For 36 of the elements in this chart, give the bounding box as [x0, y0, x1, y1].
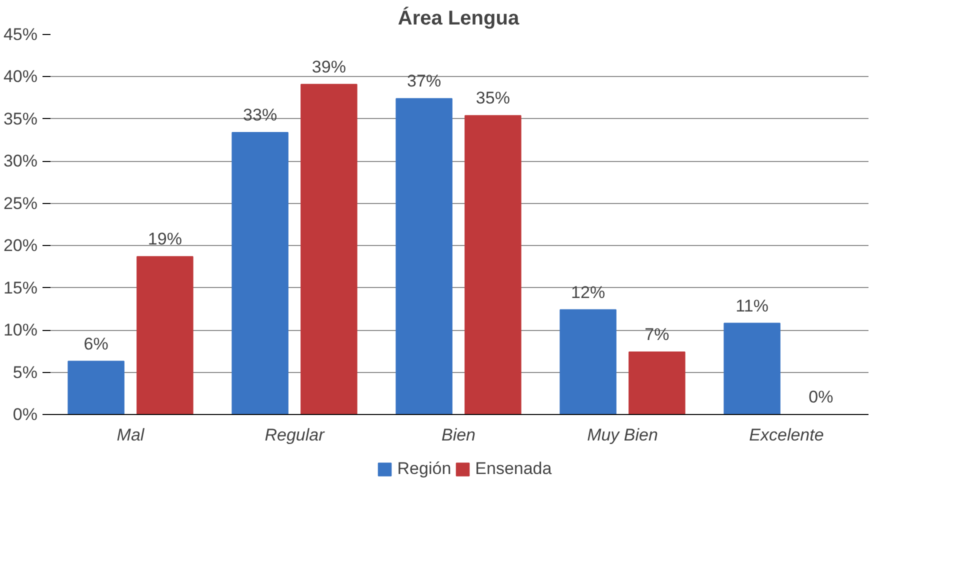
x-tick-label: Regular: [264, 426, 326, 444]
x-tick-label: Excelente: [749, 426, 824, 444]
bar: [68, 360, 124, 414]
bar: [464, 115, 522, 414]
bar: [136, 256, 194, 414]
data-label: 7%: [644, 325, 670, 344]
x-tick-label: Muy Bien: [587, 426, 658, 444]
y-tick-label: 35%: [3, 109, 38, 128]
chart-title: Área Lengua: [398, 6, 520, 30]
bar: [560, 309, 616, 414]
x-tick-label: Mal: [116, 426, 146, 444]
bar: [232, 132, 288, 414]
bar: [724, 322, 780, 414]
bar: [300, 84, 358, 414]
y-tick-label: 25%: [3, 194, 38, 213]
y-tick-label: 20%: [3, 236, 38, 256]
y-tick-label: 0%: [12, 405, 38, 424]
legend-label: Ensenada: [475, 459, 552, 479]
data-label: 6%: [84, 334, 108, 354]
data-label: 11%: [736, 296, 768, 316]
y-tick-label: 30%: [3, 152, 38, 171]
x-tick-label: Bien: [441, 426, 476, 444]
data-label: 39%: [312, 57, 346, 76]
bar: [396, 98, 452, 414]
y-tick-label: 40%: [3, 67, 38, 86]
y-tick-label: 10%: [3, 320, 38, 340]
data-label: 35%: [476, 88, 510, 108]
bar: [628, 352, 686, 414]
y-tick-label: 15%: [3, 278, 38, 298]
data-label: 19%: [148, 230, 182, 249]
data-label: 0%: [808, 388, 834, 406]
y-tick-label: 45%: [3, 25, 38, 44]
y-tick-label: 5%: [12, 362, 38, 382]
legend-label: Región: [397, 459, 452, 479]
data-label: 37%: [407, 72, 442, 91]
data-label: 12%: [571, 282, 606, 302]
